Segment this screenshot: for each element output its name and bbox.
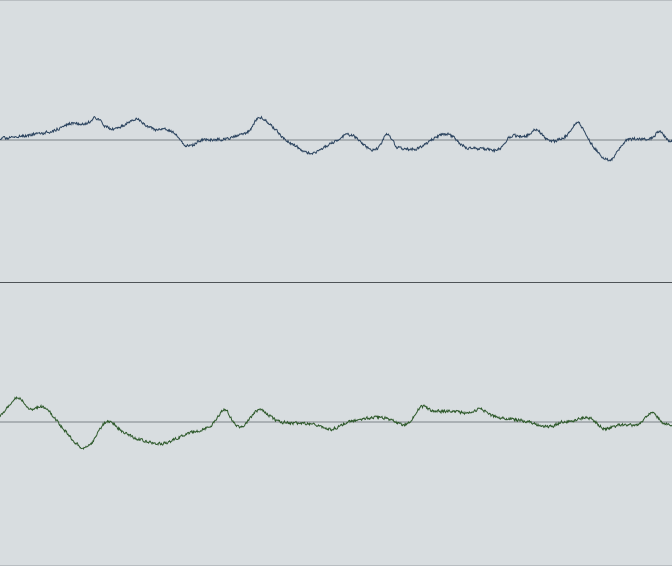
track-divider-top bbox=[0, 0, 672, 1]
waveform-track-2[interactable] bbox=[0, 283, 672, 566]
waveform-line-track-1 bbox=[0, 115, 672, 162]
audio-track-1[interactable] bbox=[0, 0, 672, 282]
track-divider[interactable] bbox=[0, 282, 672, 283]
audio-track-2[interactable] bbox=[0, 283, 672, 566]
waveform-line-track-2 bbox=[0, 395, 672, 450]
waveform-track-1[interactable] bbox=[0, 0, 672, 282]
